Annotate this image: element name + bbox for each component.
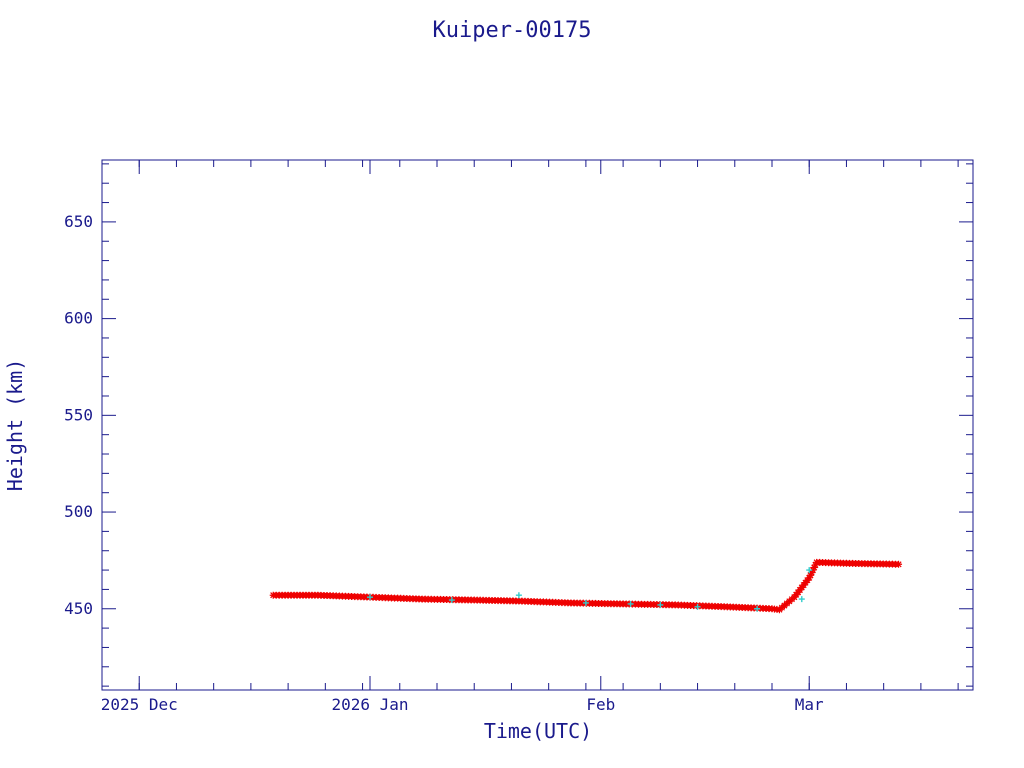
- series-0: [269, 558, 903, 614]
- data-point-plus: [582, 599, 589, 606]
- data-point-plus: [798, 596, 805, 603]
- data-point-plus: [657, 601, 664, 608]
- chart-title: Kuiper-00175: [433, 18, 592, 43]
- y-tick-label: 550: [64, 405, 93, 424]
- x-tick-label: 2026 Jan: [331, 695, 408, 714]
- x-tick-label: Mar: [795, 695, 824, 714]
- y-tick-label: 650: [64, 212, 93, 231]
- data-point-plus: [754, 605, 761, 612]
- y-axis: 450 500 550 600 650: [64, 163, 973, 687]
- y-tick-label: 450: [64, 599, 93, 618]
- data-point-star: [808, 569, 816, 577]
- data-point-plus: [627, 600, 634, 607]
- x-axis: 2025 Dec 2026 Jan Feb Mar: [101, 160, 959, 714]
- x-axis-label: Time(UTC): [484, 719, 592, 743]
- data-point-star: [895, 560, 903, 568]
- data-point-plus: [448, 597, 455, 604]
- y-axis-label: Height (km): [3, 359, 27, 491]
- data-point-star: [809, 566, 817, 574]
- data-series: [269, 558, 903, 614]
- x-tick-label: Feb: [586, 695, 615, 714]
- series-1: [367, 567, 813, 612]
- data-point-plus: [367, 594, 373, 601]
- data-point-plus: [694, 603, 701, 610]
- data-point-star: [805, 574, 813, 582]
- data-point-plus: [515, 592, 522, 599]
- y-tick-label: 500: [64, 502, 93, 521]
- data-point-plus: [806, 567, 813, 574]
- y-tick-label: 600: [64, 309, 93, 328]
- data-point-star: [810, 563, 818, 571]
- data-point-star: [811, 561, 819, 569]
- x-tick-label: 2025 Dec: [101, 695, 178, 714]
- data-point-star: [806, 571, 814, 579]
- plot-frame: [101, 159, 974, 691]
